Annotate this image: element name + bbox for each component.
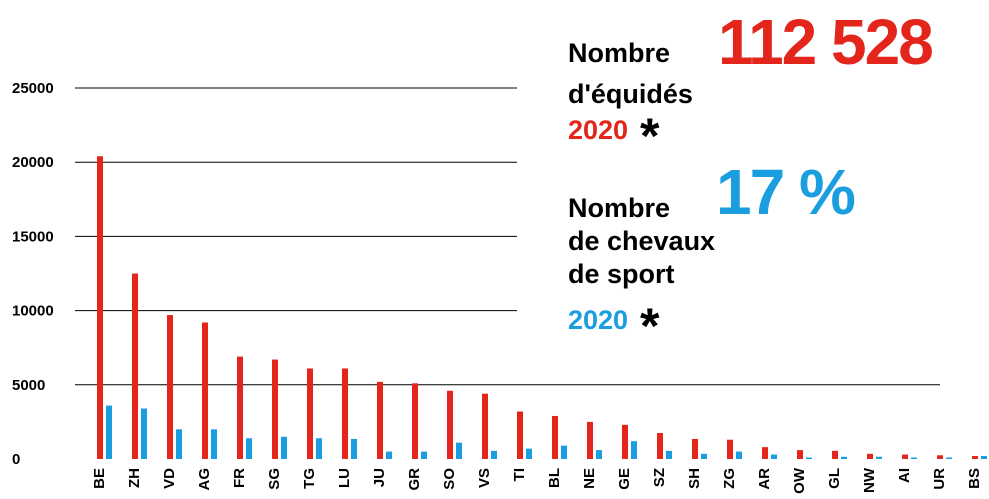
x-tick-label: SG bbox=[266, 468, 283, 490]
x-tick-label: AG bbox=[196, 468, 213, 491]
bar bbox=[561, 445, 567, 459]
bar bbox=[596, 450, 602, 459]
x-tick-label: TI bbox=[511, 468, 528, 481]
bar bbox=[666, 450, 672, 459]
annotation-star: * bbox=[640, 108, 660, 164]
y-tick-label: 20000 bbox=[12, 154, 54, 171]
bar bbox=[902, 454, 908, 459]
bar bbox=[342, 368, 348, 459]
annotation-line: de sport bbox=[568, 259, 675, 289]
bar bbox=[272, 359, 278, 459]
annotation-number: 17 % bbox=[716, 156, 855, 228]
bar bbox=[386, 451, 392, 459]
x-tick-label: GR bbox=[406, 468, 423, 491]
x-tick-label: AR bbox=[756, 468, 773, 490]
bar bbox=[692, 438, 698, 459]
bar bbox=[946, 457, 952, 459]
bar bbox=[106, 405, 112, 459]
bar bbox=[876, 456, 882, 459]
x-tick-label: UR bbox=[931, 468, 948, 490]
bar bbox=[736, 451, 742, 459]
bar bbox=[482, 393, 488, 459]
bar bbox=[281, 436, 287, 459]
annotation-label: Nombre bbox=[568, 193, 670, 223]
bar bbox=[176, 429, 182, 459]
bar bbox=[167, 315, 173, 459]
bar bbox=[701, 453, 707, 459]
bar bbox=[141, 408, 147, 459]
x-tick-label: GE bbox=[616, 468, 633, 490]
annotation-number: 112 528 bbox=[718, 6, 932, 78]
x-tick-label: ZH bbox=[126, 468, 143, 488]
x-tick-label: BS bbox=[966, 468, 983, 489]
x-tick-label: BE bbox=[91, 468, 108, 489]
bar bbox=[587, 421, 593, 459]
bar bbox=[631, 441, 637, 459]
bar bbox=[832, 450, 838, 459]
bar bbox=[517, 411, 523, 459]
x-tick-label: NW bbox=[861, 467, 878, 493]
x-tick-label: JU bbox=[371, 468, 388, 487]
bar bbox=[937, 455, 943, 459]
annotation-label: Nombre bbox=[568, 38, 670, 68]
bar bbox=[867, 453, 873, 459]
bar bbox=[307, 368, 313, 459]
bar bbox=[727, 439, 733, 459]
bar bbox=[911, 457, 917, 459]
bar bbox=[132, 273, 138, 459]
bar bbox=[237, 356, 243, 459]
bar bbox=[202, 322, 208, 459]
x-tick-label: OW bbox=[791, 467, 808, 494]
bar bbox=[246, 438, 252, 459]
y-tick-label: 25000 bbox=[12, 80, 54, 97]
bar bbox=[491, 450, 497, 459]
bar bbox=[351, 438, 357, 459]
x-tick-label: TG bbox=[301, 468, 318, 489]
x-tick-label: NE bbox=[581, 468, 598, 489]
x-tick-label: SO bbox=[441, 468, 458, 490]
bar bbox=[657, 433, 663, 459]
x-tick-label: LU bbox=[336, 468, 353, 488]
bar bbox=[377, 381, 383, 459]
bar bbox=[771, 454, 777, 459]
bar bbox=[412, 383, 418, 459]
bar bbox=[841, 456, 847, 459]
y-tick-label: 5000 bbox=[12, 377, 45, 394]
x-tick-label: AI bbox=[896, 468, 913, 483]
bar bbox=[456, 442, 462, 459]
bar bbox=[211, 429, 217, 459]
annotation-line: d'équidés bbox=[568, 79, 693, 109]
bar bbox=[447, 390, 453, 459]
annotation-line: de chevaux bbox=[568, 226, 715, 256]
bar bbox=[97, 156, 103, 459]
bar bbox=[981, 456, 987, 459]
annotation-year: 2020 bbox=[568, 115, 628, 145]
bar bbox=[421, 451, 427, 459]
annotation-star: * bbox=[640, 298, 660, 354]
bar bbox=[526, 448, 532, 459]
annotation-year: 2020 bbox=[568, 305, 628, 335]
x-tick-label: VS bbox=[476, 468, 493, 488]
x-tick-label: VD bbox=[161, 468, 178, 489]
x-tick-label: BL bbox=[546, 468, 563, 488]
x-tick-label: SH bbox=[686, 468, 703, 489]
x-tick-label: SZ bbox=[651, 468, 668, 487]
bar bbox=[806, 457, 812, 459]
bar bbox=[797, 450, 803, 459]
y-tick-label: 10000 bbox=[12, 303, 54, 320]
x-tick-label: ZG bbox=[721, 468, 738, 489]
bar bbox=[316, 438, 322, 459]
bar bbox=[552, 415, 558, 459]
bar bbox=[762, 447, 768, 459]
y-tick-label: 15000 bbox=[12, 228, 54, 245]
bar bbox=[622, 424, 628, 459]
bar bbox=[972, 456, 978, 459]
x-tick-label: GL bbox=[826, 468, 843, 489]
y-tick-label: 0 bbox=[12, 451, 20, 468]
x-tick-label: FR bbox=[231, 468, 248, 488]
